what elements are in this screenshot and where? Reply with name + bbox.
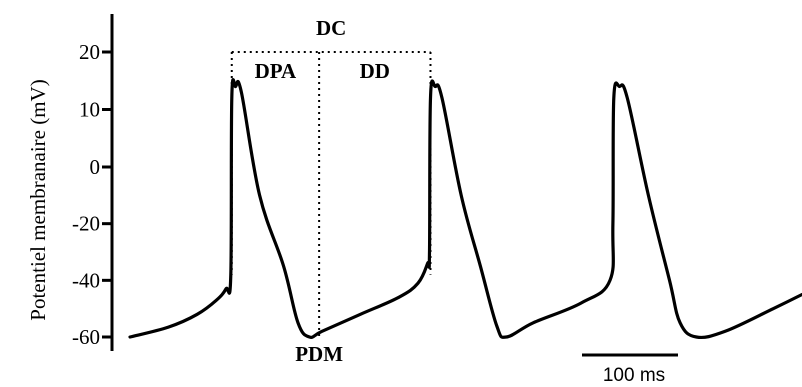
labels-group: DC DPA DD PDM 100 ms (255, 16, 678, 386)
annotation-dc: DC (316, 16, 346, 40)
dotted-guides-group (230, 51, 432, 337)
annotation-pdm: PDM (295, 342, 343, 366)
y-tick-label: -60 (72, 325, 100, 349)
y-axis-label: Potentiel membranaire (mV) (26, 79, 50, 320)
annotation-dd: DD (360, 59, 390, 83)
scale-bar-label: 100 ms (603, 365, 665, 386)
y-tick-label: 0 (90, 155, 101, 179)
y-axis-group: 20 10 0 -20 -40 -60 Potentiel membranaire (mV) (26, 14, 114, 351)
series-group (128, 78, 802, 340)
membrane-potential-trace (128, 78, 802, 340)
y-tick-label: -40 (72, 268, 100, 292)
y-tick-label: 10 (79, 98, 100, 122)
annotation-dpa: DPA (255, 59, 297, 83)
y-tick-label: -20 (72, 212, 100, 236)
y-tick-label: 20 (79, 40, 100, 64)
